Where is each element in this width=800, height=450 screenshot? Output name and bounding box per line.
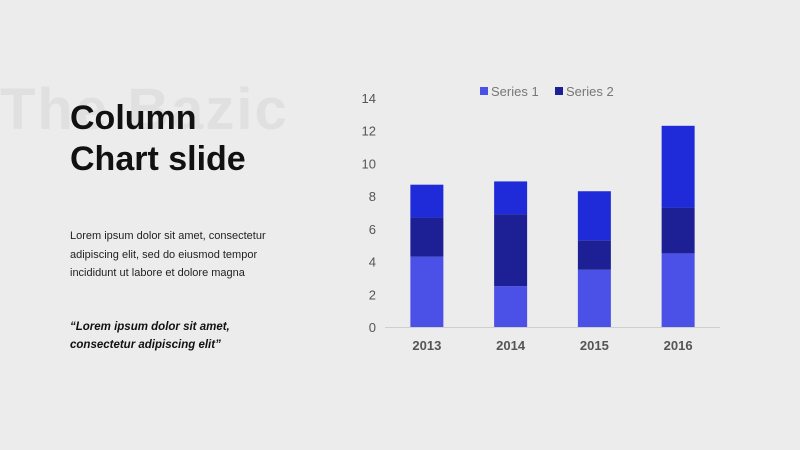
y-tick-label: 0 <box>369 320 376 335</box>
bar-segment <box>661 125 695 208</box>
quote-text: “Lorem ipsum dolor sit amet, consectetur… <box>70 321 230 351</box>
slide-title-line-2: Chart slide <box>70 140 246 178</box>
y-tick-label: 14 <box>362 91 376 106</box>
bar-segment <box>661 253 695 327</box>
x-tick-label: 2014 <box>496 338 526 353</box>
bar-segment <box>494 286 528 327</box>
bar-segment <box>494 181 528 215</box>
x-tick-label: 2015 <box>580 338 609 353</box>
bar-segment <box>410 256 444 327</box>
slide-title-line-1: Column <box>70 99 197 137</box>
body-paragraph: Lorem ipsum dolor sit amet, consectetur … <box>70 230 266 279</box>
y-tick-label: 8 <box>369 189 376 204</box>
slide-title: Column Chart slide <box>70 98 330 180</box>
y-tick-label: 10 <box>362 156 376 171</box>
legend-label: Series 1 <box>491 84 539 99</box>
bar-segment <box>577 269 611 327</box>
chart-svg: 0 2 4 6 8 10 12 14 2013 2014 2015 2016 Series 1 Serie… <box>362 84 720 353</box>
y-tick-label: 4 <box>369 255 376 270</box>
x-tick-label: 2013 <box>412 338 441 353</box>
legend-swatch <box>555 87 563 95</box>
y-tick-label: 12 <box>362 124 376 139</box>
bar-segment <box>410 184 444 218</box>
watermark-text: The Bazic <box>0 77 289 142</box>
y-tick-label: 6 <box>369 222 376 237</box>
bar-segment <box>494 214 528 287</box>
bar-segment <box>577 240 611 270</box>
column-chart: 0 2 4 6 8 10 12 14 2013 2014 2015 2016 Series 1 Serie… <box>340 78 740 368</box>
bar-segment <box>661 207 695 254</box>
x-tick-label: 2016 <box>664 338 693 353</box>
bar-segment <box>577 191 611 241</box>
legend-label: Series 2 <box>566 84 614 99</box>
legend-swatch <box>480 87 488 95</box>
y-tick-label: 2 <box>369 287 376 302</box>
bar-segment <box>410 217 444 257</box>
